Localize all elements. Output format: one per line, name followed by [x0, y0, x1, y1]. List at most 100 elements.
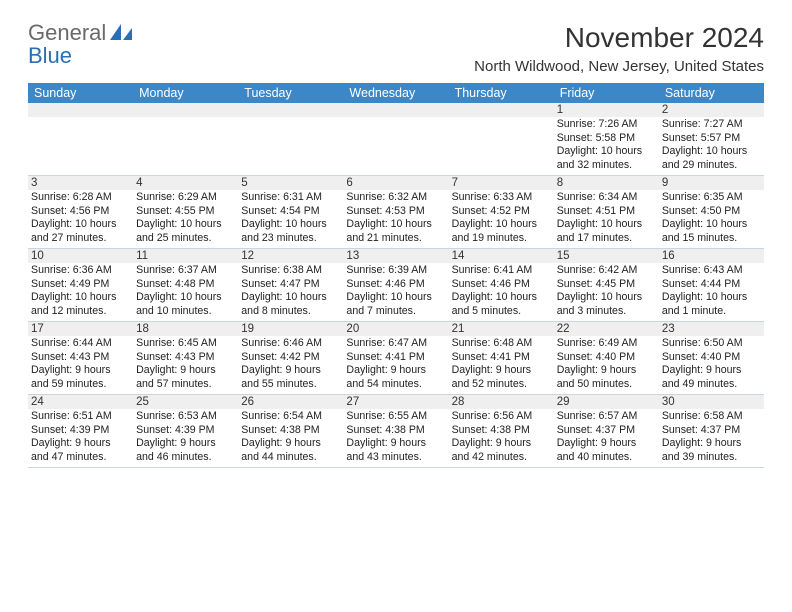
day-number: 1: [554, 103, 659, 117]
day-body: Sunrise: 6:44 AMSunset: 4:43 PMDaylight:…: [28, 336, 133, 394]
daylight-line1: Daylight: 9 hours: [662, 364, 761, 378]
sunrise-text: Sunrise: 6:36 AM: [31, 264, 130, 278]
title-block: November 2024 North Wildwood, New Jersey…: [474, 22, 764, 75]
day-body: Sunrise: 6:50 AMSunset: 4:40 PMDaylight:…: [659, 336, 764, 394]
sunrise-text: Sunrise: 6:35 AM: [662, 191, 761, 205]
day-body: [343, 117, 448, 175]
sunset-text: Sunset: 4:38 PM: [452, 424, 551, 438]
sunset-text: Sunset: 4:42 PM: [241, 351, 340, 365]
day-body: Sunrise: 6:56 AMSunset: 4:38 PMDaylight:…: [449, 409, 554, 467]
day-body: Sunrise: 6:37 AMSunset: 4:48 PMDaylight:…: [133, 263, 238, 321]
calendar-grid: Sunday Monday Tuesday Wednesday Thursday…: [28, 83, 764, 468]
day-body: Sunrise: 7:26 AMSunset: 5:58 PMDaylight:…: [554, 117, 659, 175]
sunrise-text: Sunrise: 7:26 AM: [557, 118, 656, 132]
sunset-text: Sunset: 4:44 PM: [662, 278, 761, 292]
sunset-text: Sunset: 4:41 PM: [346, 351, 445, 365]
day-number: [343, 103, 448, 117]
daylight-line1: Daylight: 10 hours: [241, 218, 340, 232]
day-body: Sunrise: 6:31 AMSunset: 4:54 PMDaylight:…: [238, 190, 343, 248]
sunrise-text: Sunrise: 6:45 AM: [136, 337, 235, 351]
daylight-line2: and 27 minutes.: [31, 232, 130, 246]
daylight-line1: Daylight: 10 hours: [31, 218, 130, 232]
day-body: Sunrise: 6:57 AMSunset: 4:37 PMDaylight:…: [554, 409, 659, 467]
dow-cell: Sunday: [28, 83, 133, 103]
sunset-text: Sunset: 4:38 PM: [346, 424, 445, 438]
sunrise-text: Sunrise: 6:29 AM: [136, 191, 235, 205]
day-body: Sunrise: 6:49 AMSunset: 4:40 PMDaylight:…: [554, 336, 659, 394]
day-number: [238, 103, 343, 117]
sunrise-text: Sunrise: 6:44 AM: [31, 337, 130, 351]
week-row: 10111213141516Sunrise: 6:36 AMSunset: 4:…: [28, 249, 764, 322]
day-number: 8: [554, 176, 659, 190]
daylight-line2: and 25 minutes.: [136, 232, 235, 246]
daylight-line2: and 3 minutes.: [557, 305, 656, 319]
day-body: Sunrise: 6:36 AMSunset: 4:49 PMDaylight:…: [28, 263, 133, 321]
daylight-line2: and 17 minutes.: [557, 232, 656, 246]
daylight-line1: Daylight: 9 hours: [557, 364, 656, 378]
sunset-text: Sunset: 4:38 PM: [241, 424, 340, 438]
sunset-text: Sunset: 4:53 PM: [346, 205, 445, 219]
daylight-line1: Daylight: 10 hours: [136, 218, 235, 232]
sunset-text: Sunset: 4:43 PM: [31, 351, 130, 365]
daylight-line1: Daylight: 10 hours: [557, 291, 656, 305]
sunset-text: Sunset: 5:58 PM: [557, 132, 656, 146]
day-body: [238, 117, 343, 175]
sunrise-text: Sunrise: 6:39 AM: [346, 264, 445, 278]
header: General Blue November 2024 North Wildwoo…: [28, 22, 764, 75]
daylight-line2: and 46 minutes.: [136, 451, 235, 465]
day-number: 7: [449, 176, 554, 190]
daylight-line1: Daylight: 9 hours: [452, 437, 551, 451]
dow-cell: Friday: [554, 83, 659, 103]
sunrise-text: Sunrise: 6:37 AM: [136, 264, 235, 278]
sunset-text: Sunset: 4:54 PM: [241, 205, 340, 219]
calendar-page: General Blue November 2024 North Wildwoo…: [0, 0, 792, 468]
daylight-line1: Daylight: 10 hours: [662, 218, 761, 232]
day-number: 18: [133, 322, 238, 336]
day-body: Sunrise: 6:53 AMSunset: 4:39 PMDaylight:…: [133, 409, 238, 467]
day-number: 15: [554, 249, 659, 263]
sunrise-text: Sunrise: 6:43 AM: [662, 264, 761, 278]
sunrise-text: Sunrise: 6:34 AM: [557, 191, 656, 205]
sunset-text: Sunset: 5:57 PM: [662, 132, 761, 146]
sunset-text: Sunset: 4:50 PM: [662, 205, 761, 219]
sunrise-text: Sunrise: 6:49 AM: [557, 337, 656, 351]
daylight-line2: and 52 minutes.: [452, 378, 551, 392]
daylight-line1: Daylight: 9 hours: [452, 364, 551, 378]
sunrise-text: Sunrise: 7:27 AM: [662, 118, 761, 132]
sunrise-text: Sunrise: 6:48 AM: [452, 337, 551, 351]
dow-cell: Tuesday: [238, 83, 343, 103]
day-number: 19: [238, 322, 343, 336]
daylight-line2: and 32 minutes.: [557, 159, 656, 173]
dow-cell: Saturday: [659, 83, 764, 103]
sunset-text: Sunset: 4:52 PM: [452, 205, 551, 219]
sunrise-text: Sunrise: 6:28 AM: [31, 191, 130, 205]
day-number: 2: [659, 103, 764, 117]
page-title: November 2024: [474, 22, 764, 54]
day-body: Sunrise: 6:41 AMSunset: 4:46 PMDaylight:…: [449, 263, 554, 321]
daylight-line2: and 23 minutes.: [241, 232, 340, 246]
daylight-line1: Daylight: 9 hours: [346, 437, 445, 451]
sunrise-text: Sunrise: 6:33 AM: [452, 191, 551, 205]
daylight-line2: and 15 minutes.: [662, 232, 761, 246]
daylight-line2: and 42 minutes.: [452, 451, 551, 465]
day-body: Sunrise: 6:33 AMSunset: 4:52 PMDaylight:…: [449, 190, 554, 248]
day-number: 17: [28, 322, 133, 336]
sunset-text: Sunset: 4:37 PM: [557, 424, 656, 438]
daylight-line2: and 10 minutes.: [136, 305, 235, 319]
day-body: Sunrise: 6:38 AMSunset: 4:47 PMDaylight:…: [238, 263, 343, 321]
day-number: 29: [554, 395, 659, 409]
daylight-line2: and 44 minutes.: [241, 451, 340, 465]
dow-header-row: Sunday Monday Tuesday Wednesday Thursday…: [28, 83, 764, 103]
day-number: 9: [659, 176, 764, 190]
day-body: [133, 117, 238, 175]
sunset-text: Sunset: 4:46 PM: [452, 278, 551, 292]
day-body: Sunrise: 6:29 AMSunset: 4:55 PMDaylight:…: [133, 190, 238, 248]
sunrise-text: Sunrise: 6:56 AM: [452, 410, 551, 424]
day-body: Sunrise: 6:55 AMSunset: 4:38 PMDaylight:…: [343, 409, 448, 467]
sunrise-text: Sunrise: 6:57 AM: [557, 410, 656, 424]
day-number: 16: [659, 249, 764, 263]
brand-logo: General Blue: [28, 22, 132, 68]
sunrise-text: Sunrise: 6:54 AM: [241, 410, 340, 424]
daylight-line1: Daylight: 9 hours: [346, 364, 445, 378]
day-number: 20: [343, 322, 448, 336]
